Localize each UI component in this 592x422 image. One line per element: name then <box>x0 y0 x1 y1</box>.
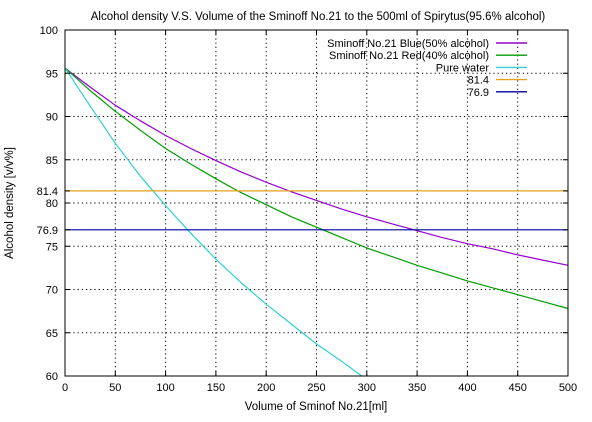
y-tick-label: 70 <box>46 285 58 297</box>
x-tick-label: 250 <box>307 382 325 394</box>
legend-label: Pure water <box>436 62 490 74</box>
legend: Sminoff No.21 Blue(50% alcohol)Sminoff N… <box>327 38 527 99</box>
x-tick-label: 350 <box>408 382 426 394</box>
x-tick-label: 200 <box>257 382 275 394</box>
y-tick-label: 80 <box>46 198 58 210</box>
x-tick-label: 500 <box>559 382 577 394</box>
y-tick-label: 60 <box>46 371 58 383</box>
series-line-2 <box>64 67 363 377</box>
y-tick-label: 76.9 <box>37 225 58 237</box>
series-layer <box>64 67 569 377</box>
legend-label: Sminoff No.21 Blue(50% alcohol) <box>327 38 489 50</box>
x-tick-label: 150 <box>207 382 225 394</box>
series-line-0 <box>64 67 569 266</box>
y-axis-label: Alcohol density [v/v%] <box>4 147 16 259</box>
legend-label: Sminoff No.21 Red(40% alcohol) <box>329 50 489 62</box>
x-axis: 0 50 100 150 200 250 300 350 400 450 500 <box>62 30 577 394</box>
y-tick-label: 90 <box>46 112 58 124</box>
legend-label: 76.9 <box>468 87 489 99</box>
x-tick-label: 450 <box>509 382 527 394</box>
grid <box>65 30 568 376</box>
x-tick-label: 50 <box>109 382 121 394</box>
y-tick-label: 75 <box>46 241 58 253</box>
y-tick-label: 85 <box>46 155 58 167</box>
series-line-1 <box>64 67 569 310</box>
y-tick-label: 65 <box>46 328 58 340</box>
x-axis-label: Volume of Sminof No.21[ml] <box>245 401 388 413</box>
chart-title: Alcohol density V.S. Volume of the Smino… <box>91 11 546 23</box>
x-tick-label: 100 <box>156 382 174 394</box>
y-tick-label: 100 <box>40 25 58 37</box>
legend-label: 81.4 <box>468 75 489 87</box>
y-tick-label: 81.4 <box>37 186 58 198</box>
x-tick-label: 0 <box>62 382 68 394</box>
y-tick-label: 95 <box>46 68 58 80</box>
x-tick-label: 400 <box>458 382 476 394</box>
x-tick-label: 300 <box>358 382 376 394</box>
